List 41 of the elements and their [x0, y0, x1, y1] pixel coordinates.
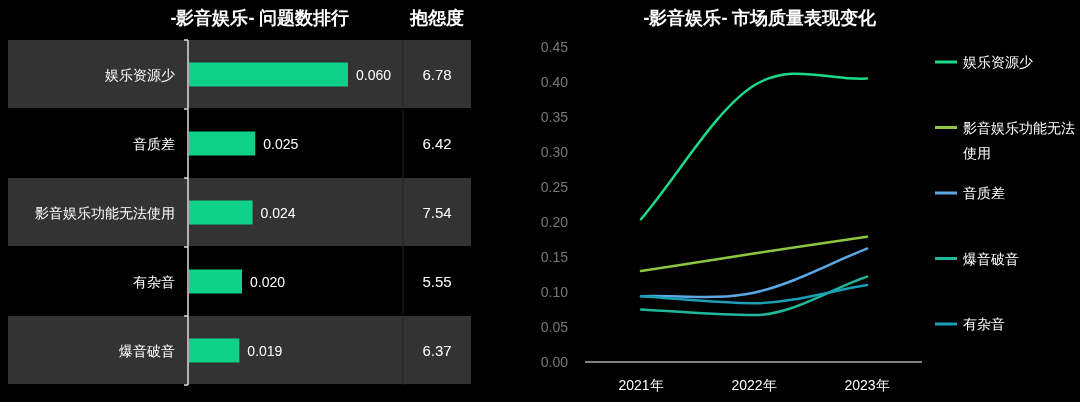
- text: 6.42: [422, 134, 452, 152]
- data-label: 0.019: [247, 342, 283, 359]
- y-tick-label: 0.45: [540, 39, 569, 55]
- bar: [189, 338, 240, 363]
- y-tick-label: 0.10: [540, 284, 569, 300]
- y-tick-label: 0.00: [540, 354, 569, 370]
- text: 6.37: [422, 341, 452, 359]
- y-tick-label: 爆音破音: [119, 342, 175, 359]
- legend-label: 音质差: [963, 185, 1005, 201]
- text: 抱怨度: [409, 8, 464, 28]
- chart-title: -影音娱乐- 市场质量表现变化: [643, 8, 878, 28]
- y-tick-label: 0.05: [540, 319, 569, 335]
- y-tick-label: 音质差: [133, 135, 175, 152]
- y-tick-label: 0.20: [540, 214, 569, 230]
- y-tick-label: 0.30: [540, 144, 569, 160]
- legend-label: 影音娱乐功能无法使用: [963, 119, 1075, 161]
- legend-label: 有杂音: [963, 316, 1005, 332]
- bar: [189, 62, 348, 87]
- y-tick-label: 0.35: [540, 109, 569, 125]
- y-tick-label: 有杂音: [133, 273, 175, 290]
- legend-label: 爆音破音: [963, 250, 1019, 267]
- bar: [189, 200, 253, 225]
- y-tick-label: 0.40: [540, 74, 569, 90]
- data-label: 0.025: [263, 135, 299, 152]
- y-tick-label: 0.15: [540, 249, 569, 265]
- y-tick-label: 0.25: [540, 179, 569, 195]
- chart-title: -影音娱乐- 问题数排行: [170, 8, 350, 28]
- text: 7.54: [422, 203, 452, 221]
- data-label: 0.060: [356, 66, 392, 83]
- legend-label: 娱乐资源少: [963, 54, 1033, 70]
- data-label: 0.024: [260, 204, 296, 221]
- bar: [189, 131, 256, 156]
- bar: [189, 269, 242, 294]
- text: 6.78: [422, 65, 452, 83]
- text: 5.55: [422, 272, 452, 290]
- x-tick-label: 2023年: [844, 377, 890, 393]
- x-tick-label: 2022年: [731, 377, 777, 393]
- y-tick-label: 影音娱乐功能无法使用: [35, 204, 175, 221]
- y-tick-label: 娱乐资源少: [105, 66, 175, 83]
- x-tick-label: 2021年: [618, 377, 664, 393]
- data-label: 0.020: [250, 273, 286, 290]
